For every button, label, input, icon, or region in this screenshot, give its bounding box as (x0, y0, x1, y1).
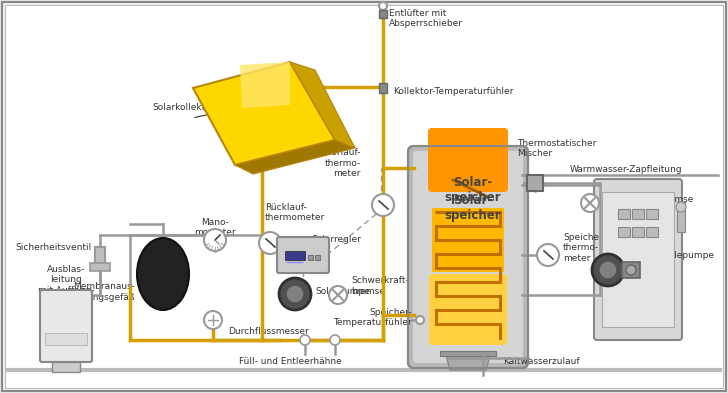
Bar (632, 209, 644, 219)
Text: Membranaus-
dehnungsgefäß: Membranaus- dehnungsgefäß (64, 282, 135, 302)
Text: Schwerkraftbremse: Schwerkraftbremse (605, 195, 693, 204)
FancyBboxPatch shape (429, 274, 507, 345)
Polygon shape (240, 62, 290, 108)
Bar (622, 262, 640, 278)
Circle shape (204, 311, 222, 329)
Bar (90, 263, 110, 271)
Text: Solarkollektorfeld: Solarkollektorfeld (152, 103, 232, 112)
FancyBboxPatch shape (40, 290, 92, 362)
Text: Entlüfter mit
Absperrschieber: Entlüfter mit Absperrschieber (389, 9, 463, 28)
Ellipse shape (137, 238, 189, 310)
Bar (677, 202, 685, 232)
Bar (602, 192, 674, 327)
Circle shape (592, 254, 624, 286)
Circle shape (329, 286, 347, 304)
FancyBboxPatch shape (594, 179, 682, 340)
Circle shape (259, 232, 281, 254)
Text: Thermostatischer
Mischer: Thermostatischer Mischer (517, 139, 596, 158)
FancyBboxPatch shape (428, 128, 508, 192)
Text: Mano-
mometer: Mano- mometer (194, 218, 236, 237)
Circle shape (599, 261, 617, 279)
Text: Solar-
speicher: Solar- speicher (445, 176, 502, 204)
Text: Solarregler: Solarregler (311, 235, 361, 244)
Polygon shape (193, 62, 335, 165)
FancyBboxPatch shape (408, 146, 528, 368)
Circle shape (537, 244, 559, 266)
Bar (52, 362, 80, 372)
Circle shape (379, 2, 387, 10)
Text: Füll- und Entleerhähne: Füll- und Entleerhähne (239, 358, 341, 367)
Bar (440, 351, 496, 356)
FancyBboxPatch shape (413, 151, 523, 363)
Polygon shape (235, 140, 355, 174)
Circle shape (279, 278, 311, 310)
Bar (646, 227, 658, 237)
Text: Speicher-
thermo-
meter: Speicher- thermo- meter (563, 233, 606, 263)
Bar (618, 209, 630, 219)
Text: Vorlauf-
thermo-
meter: Vorlauf- thermo- meter (325, 148, 361, 178)
Polygon shape (290, 62, 355, 148)
Bar (632, 227, 644, 237)
Circle shape (286, 285, 304, 303)
Text: Schwerkraft-
bremse: Schwerkraft- bremse (351, 276, 408, 296)
Text: Solar-
speicher: Solar- speicher (445, 194, 502, 222)
Polygon shape (446, 355, 490, 370)
Circle shape (581, 194, 599, 212)
Text: Warmwasser-Zapfleitung: Warmwasser-Zapfleitung (570, 165, 683, 174)
Text: Durchflussmesser: Durchflussmesser (228, 327, 309, 336)
Text: Kollektor-Temperaturfühler: Kollektor-Temperaturfühler (393, 86, 513, 95)
Bar (95, 247, 105, 263)
Text: Kaltwasserzulauf: Kaltwasserzulauf (503, 358, 579, 367)
Text: Heizkessel
mit
Regler: Heizkessel mit Regler (614, 225, 662, 255)
Circle shape (416, 316, 424, 324)
Text: Sicherheitsventil: Sicherheitsventil (16, 244, 92, 252)
Text: Speicherladepumpe: Speicherladepumpe (623, 250, 714, 259)
Bar (379, 83, 387, 93)
Bar (618, 227, 630, 237)
Text: Speicher-
Temperaturfühler: Speicher- Temperaturfühler (333, 308, 412, 327)
FancyBboxPatch shape (277, 237, 329, 273)
Bar (285, 251, 305, 260)
Text: Solarpumpe: Solarpumpe (315, 288, 370, 296)
Bar (45, 333, 87, 345)
Bar (379, 10, 387, 18)
Bar (315, 255, 320, 260)
Text: Rücklauf-
thermometer: Rücklauf- thermometer (265, 203, 325, 222)
Bar (308, 255, 313, 260)
Circle shape (204, 229, 226, 251)
Circle shape (626, 265, 636, 275)
Circle shape (372, 194, 394, 216)
Bar (646, 209, 658, 219)
Bar (527, 175, 543, 191)
Bar (432, 208, 504, 272)
Circle shape (676, 202, 686, 212)
Circle shape (300, 335, 310, 345)
Text: Ausblas-
leitung
mit Auffang-
behälter: Ausblas- leitung mit Auffang- behälter (38, 265, 94, 305)
Circle shape (330, 335, 340, 345)
